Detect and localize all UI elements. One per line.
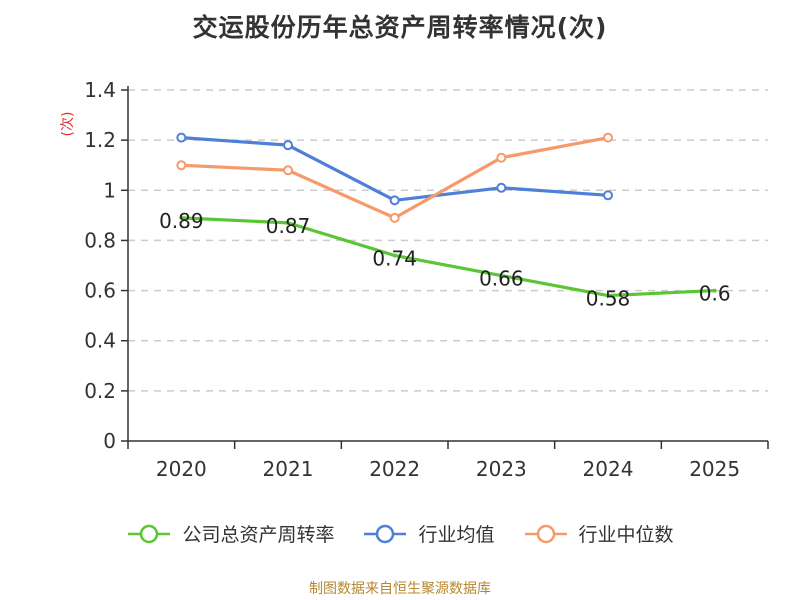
legend-label: 行业中位数 bbox=[578, 524, 674, 546]
data-label: 0.66 bbox=[479, 267, 524, 291]
data-label: 0.58 bbox=[586, 287, 631, 311]
legend-item-1[interactable]: 行业均值 bbox=[362, 520, 495, 547]
legend-label: 公司总资产周转率 bbox=[182, 524, 335, 546]
series-point-0 bbox=[392, 253, 397, 258]
series-point-1 bbox=[389, 195, 400, 206]
y-tick-label: 1.2 bbox=[84, 128, 116, 152]
chart-legend: 公司总资产周转率 行业均值 行业中位数 bbox=[0, 520, 800, 547]
series-point-0 bbox=[499, 273, 504, 278]
x-tick-label: 2023 bbox=[476, 457, 527, 481]
legend-marker-icon bbox=[128, 524, 171, 543]
series-point-2 bbox=[603, 132, 613, 143]
y-tick-label: 0.2 bbox=[84, 379, 116, 403]
series-point-0 bbox=[606, 293, 610, 298]
series-point-1 bbox=[283, 140, 293, 151]
y-tick-label: 0.6 bbox=[84, 279, 116, 303]
y-axis-label: (次) bbox=[60, 112, 76, 137]
chart-title: 交运股份历年总资产周转率情况(次) bbox=[192, 13, 608, 42]
series-line-2 bbox=[179, 136, 610, 220]
series-point-2 bbox=[283, 165, 293, 176]
y-tick-label: 0.8 bbox=[84, 228, 116, 252]
series-point-1 bbox=[176, 132, 187, 143]
legend-item-0[interactable]: 公司总资产周转率 bbox=[126, 520, 334, 547]
data-label: 0.87 bbox=[266, 214, 311, 238]
x-tick-label: 2020 bbox=[156, 457, 207, 481]
x-tick-label: 2024 bbox=[583, 457, 634, 481]
series-point-0 bbox=[712, 288, 717, 293]
y-tick-label: 0.4 bbox=[84, 329, 116, 353]
legend-label: 行业均值 bbox=[418, 524, 495, 546]
series-point-2 bbox=[389, 212, 400, 223]
source-note: 制图数据来自恒生聚源数据库 bbox=[309, 581, 491, 597]
legend-marker-icon bbox=[524, 524, 567, 543]
series-point-0 bbox=[286, 220, 290, 225]
y-tick-label: 0 bbox=[103, 429, 116, 453]
series-point-2 bbox=[176, 160, 187, 171]
x-tick-label: 2025 bbox=[689, 457, 740, 481]
legend-marker-icon bbox=[364, 524, 407, 543]
y-tick-label: 1.4 bbox=[84, 78, 116, 102]
data-label: 0.6 bbox=[699, 282, 731, 306]
series-point-2 bbox=[496, 152, 507, 163]
y-tick-label: 1 bbox=[103, 178, 116, 202]
series-point-1 bbox=[603, 190, 613, 201]
series-point-0 bbox=[179, 215, 184, 220]
x-tick-label: 2021 bbox=[263, 457, 314, 481]
data-label: 0.89 bbox=[159, 209, 204, 233]
series-point-1 bbox=[496, 182, 507, 193]
series-line-0 bbox=[179, 216, 717, 298]
data-label: 0.74 bbox=[372, 246, 417, 270]
legend-item-2[interactable]: 行业中位数 bbox=[523, 520, 674, 547]
x-tick-label: 2022 bbox=[369, 457, 420, 481]
